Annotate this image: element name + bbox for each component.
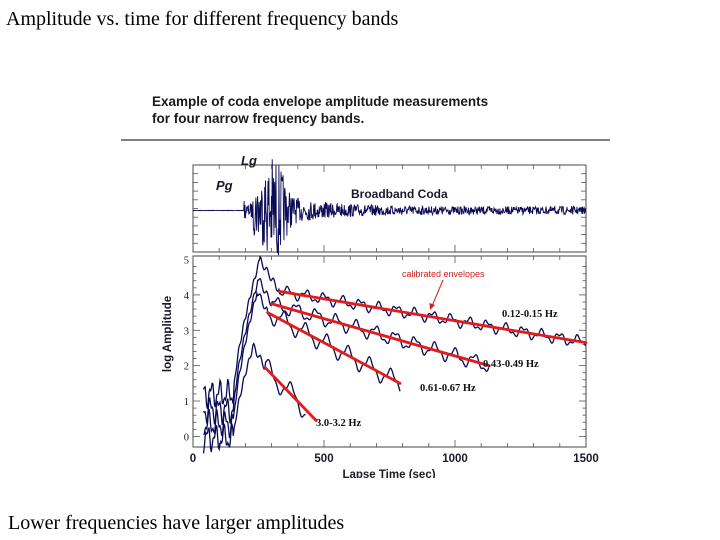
series-labels: 0.12-0.15 Hz 0.43-0.49 Hz 0.61-0.67 Hz 3.0-… (316, 309, 558, 429)
slide-title: Amplitude vs. time for different frequen… (6, 8, 399, 30)
fit-line (278, 289, 588, 345)
y-tick-labels: 0 1 2 3 4 5 (184, 256, 190, 444)
series-label: 0.61-0.67 Hz (420, 383, 476, 394)
y-tick-label: 2 (184, 362, 189, 373)
calibrated-envelopes-annotation: calibrated envelopes (402, 269, 485, 279)
top-panel-ticks (192, 164, 587, 253)
y-tick-label: 4 (184, 291, 190, 302)
fit-lines (263, 289, 588, 422)
fit-line (270, 302, 491, 368)
figure: Example of coda envelope amplitude measu… (121, 94, 610, 478)
bottom-panel-frame (192, 255, 587, 448)
x-tick-label: 1500 (573, 453, 599, 465)
broadband-coda-label: Broadband Coda (351, 187, 448, 201)
x-tick-label: 500 (314, 453, 333, 465)
broadband-seismogram (192, 159, 587, 256)
envelope-line (202, 342, 306, 454)
figure-title-line1: Example of coda envelope amplitude measu… (152, 94, 488, 109)
slide-caption: Lower frequencies have larger amplitudes (8, 512, 345, 534)
bottom-panel: 0.12-0.15 Hz 0.43-0.49 Hz 0.61-0.67 Hz 3.0-… (162, 255, 599, 478)
figure-title-line2: for four narrow frequency bands. (152, 111, 364, 126)
fit-line (266, 311, 402, 385)
envelope-line (202, 255, 587, 409)
y-tick-label: 1 (184, 397, 189, 408)
x-tick-labels: 0 500 1000 1500 (190, 453, 599, 465)
calibrated-envelopes-arrow (431, 279, 444, 307)
series-label: 3.0-3.2 Hz (316, 418, 362, 429)
x-tick-label: 1000 (442, 453, 468, 465)
y-tick-label: 5 (184, 256, 189, 267)
y-tick-label: 0 (184, 432, 189, 443)
y-axis-label: log Amplitude (162, 296, 174, 372)
phase-label-lg: Lg (241, 153, 257, 168)
bottom-panel-ticks (192, 256, 587, 447)
y-tick-label: 3 (184, 326, 189, 337)
calibrated-envelopes-arrowhead (429, 303, 435, 310)
x-axis-label: Lapse Time (sec) (342, 469, 435, 478)
top-panel: Broadband Coda Lg Pg (192, 153, 587, 256)
envelope-line (203, 290, 401, 439)
fit-line (263, 366, 318, 422)
phase-label-pg: Pg (216, 178, 233, 193)
series-label: 0.43-0.49 Hz (483, 359, 539, 370)
series-label: 0.12-0.15 Hz (502, 309, 558, 320)
x-tick-label: 0 (190, 453, 196, 465)
